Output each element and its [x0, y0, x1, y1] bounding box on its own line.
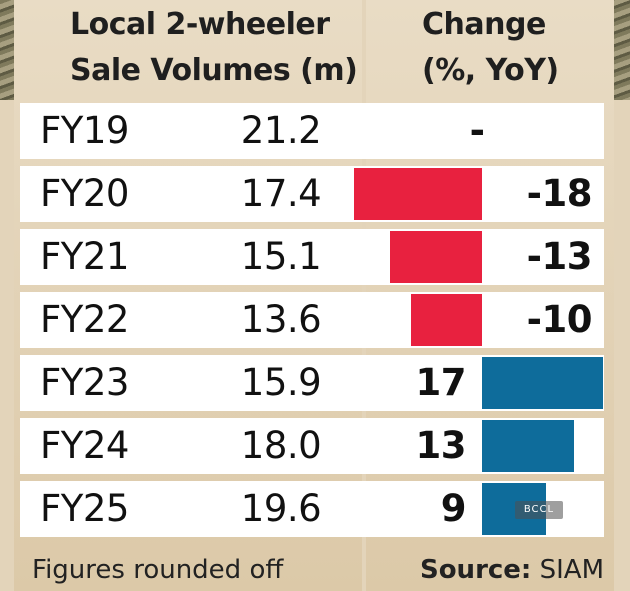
sale-volume-value: 13.6 — [240, 298, 322, 341]
yoy-change-label: 9 — [440, 487, 467, 530]
volume-column-header: Local 2-wheeler Sale Volumes (m) — [70, 2, 358, 94]
table-row: FY21 15.1 -13 — [20, 229, 604, 285]
footnote: Figures rounded off — [32, 555, 284, 585]
fiscal-year-label: FY23 — [40, 361, 129, 404]
sale-volume-value: 15.1 — [240, 235, 322, 278]
yoy-change-label: -13 — [526, 235, 593, 278]
sale-volume-value: 17.4 — [240, 172, 322, 215]
table-row: FY20 17.4 -18 — [20, 166, 604, 222]
change-column-header: Change (%, YoY) — [422, 2, 559, 94]
yoy-change-label: -18 — [526, 172, 593, 215]
negative-change-bar — [389, 231, 482, 283]
table-row: FY22 13.6 -10 — [20, 292, 604, 348]
source-credit: Source: SIAM — [420, 555, 604, 585]
yoy-change-label: 17 — [415, 361, 467, 404]
table-row: FY24 18.0 13 — [20, 418, 604, 474]
watermark-badge: BCCL — [515, 501, 563, 519]
negative-change-bar — [411, 294, 482, 346]
fiscal-year-label: FY21 — [40, 235, 129, 278]
yoy-change-label: - — [469, 109, 485, 152]
fiscal-year-label: FY22 — [40, 298, 129, 341]
sale-volume-value: 19.6 — [240, 487, 322, 530]
sale-volume-value: 15.9 — [240, 361, 322, 404]
volume-header-line1: Local 2-wheeler — [70, 7, 330, 42]
fiscal-year-label: FY25 — [40, 487, 129, 530]
table-row: FY19 21.2 - — [20, 103, 604, 159]
positive-change-bar — [482, 420, 575, 472]
source-label: Source: — [419, 555, 532, 585]
sale-volume-value: 18.0 — [240, 424, 322, 467]
fiscal-year-label: FY24 — [40, 424, 129, 467]
volume-header-line2: Sale Volumes (m) — [70, 53, 358, 88]
table-row: FY25 19.6 9 — [20, 481, 604, 537]
negative-change-bar — [354, 168, 482, 220]
table-row: FY23 15.9 17 — [20, 355, 604, 411]
source-value: SIAM — [539, 555, 604, 585]
change-header-line1: Change — [422, 7, 546, 42]
sale-volume-value: 21.2 — [240, 109, 322, 152]
change-header-line2: (%, YoY) — [422, 53, 559, 88]
yoy-change-label: 13 — [415, 424, 467, 467]
yoy-change-label: -10 — [526, 298, 593, 341]
fiscal-year-label: FY19 — [40, 109, 129, 152]
positive-change-bar — [482, 357, 603, 409]
fiscal-year-label: FY20 — [40, 172, 129, 215]
